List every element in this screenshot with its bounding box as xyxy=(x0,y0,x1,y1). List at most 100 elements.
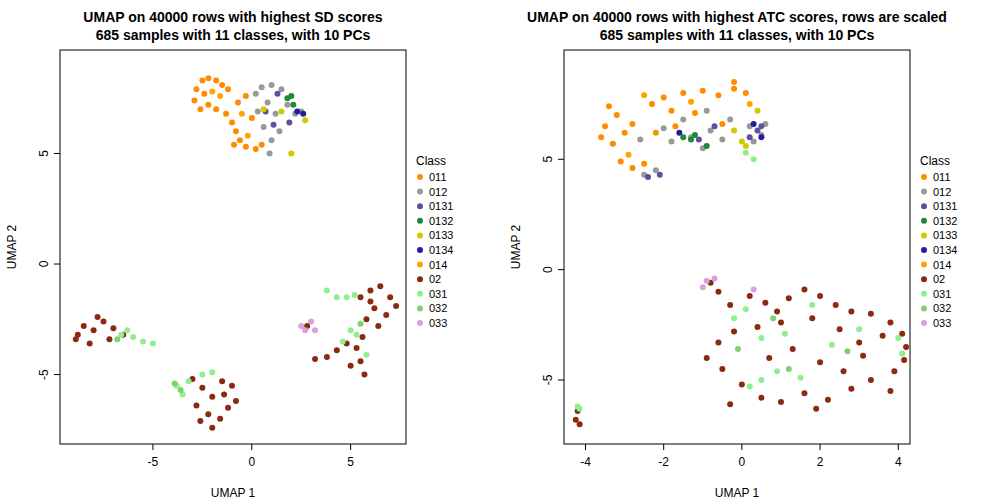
point xyxy=(377,283,383,289)
x-tick xyxy=(898,444,899,450)
point xyxy=(199,385,205,391)
point xyxy=(354,345,360,351)
point xyxy=(856,339,862,345)
legend-swatch xyxy=(417,262,423,268)
point xyxy=(253,146,259,152)
point xyxy=(73,336,79,342)
point xyxy=(81,323,87,329)
point xyxy=(622,130,628,136)
point xyxy=(731,128,737,134)
y-tick-label: 5 xyxy=(541,156,555,163)
point xyxy=(680,117,686,123)
point xyxy=(358,294,364,300)
point xyxy=(629,165,635,171)
y-tick xyxy=(558,379,564,380)
point xyxy=(891,368,897,374)
point xyxy=(700,284,706,290)
point xyxy=(288,93,294,99)
legend-swatch xyxy=(921,218,927,224)
point xyxy=(856,326,862,332)
legend-label: 014 xyxy=(429,259,447,271)
point xyxy=(774,309,780,315)
point xyxy=(577,406,583,412)
legend-swatch xyxy=(921,305,927,311)
point xyxy=(223,111,229,117)
point xyxy=(817,293,823,299)
point xyxy=(199,372,205,378)
point xyxy=(278,108,284,114)
point xyxy=(178,387,184,393)
point xyxy=(253,91,259,97)
point xyxy=(217,416,223,422)
x-tick xyxy=(663,444,664,450)
point xyxy=(758,395,764,401)
legend-swatch xyxy=(417,203,423,209)
point xyxy=(903,344,909,350)
legend-label: 011 xyxy=(429,171,447,183)
legend-swatch xyxy=(921,320,927,326)
point xyxy=(844,348,850,354)
point xyxy=(653,130,659,136)
point xyxy=(778,399,784,405)
point xyxy=(205,411,211,417)
point xyxy=(735,346,741,352)
y-tick xyxy=(54,153,60,154)
legend-title: Class xyxy=(920,154,950,168)
point xyxy=(245,133,251,139)
point xyxy=(334,294,340,300)
point xyxy=(719,121,725,127)
point xyxy=(393,303,399,309)
point xyxy=(294,108,300,114)
point xyxy=(334,347,340,353)
legend-swatch xyxy=(921,232,927,238)
x-tick xyxy=(251,444,252,450)
point xyxy=(629,121,635,127)
legend-label: 033 xyxy=(933,317,951,329)
point xyxy=(100,319,106,325)
point xyxy=(261,106,267,112)
point xyxy=(233,128,239,134)
point xyxy=(868,311,874,317)
point xyxy=(758,123,764,129)
legend-swatch xyxy=(417,291,423,297)
frame xyxy=(564,50,910,444)
point xyxy=(199,78,205,84)
point xyxy=(324,288,330,294)
point xyxy=(692,110,698,116)
x-tick-label: 0 xyxy=(739,455,746,469)
point xyxy=(778,320,784,326)
panel: UMAP on 40000 rows with highest SD score… xyxy=(5,9,453,500)
point xyxy=(312,327,318,333)
points xyxy=(573,79,909,427)
point xyxy=(219,378,225,384)
point xyxy=(290,102,296,108)
legend-label: 032 xyxy=(429,302,447,314)
point xyxy=(758,134,764,140)
point xyxy=(243,93,249,99)
point xyxy=(221,391,227,397)
point xyxy=(712,275,718,281)
point xyxy=(225,86,231,92)
point xyxy=(715,289,721,295)
point xyxy=(801,286,807,292)
point xyxy=(361,372,367,378)
point xyxy=(848,386,854,392)
legend-label: 02 xyxy=(933,273,945,285)
point xyxy=(276,128,282,134)
point xyxy=(755,324,761,330)
y-tick xyxy=(558,269,564,270)
title: UMAP on 40000 rows with highest SD score… xyxy=(83,9,382,25)
point xyxy=(739,381,745,387)
legend-label: 012 xyxy=(933,186,951,198)
point xyxy=(614,112,620,118)
legend-label: 033 xyxy=(429,317,447,329)
point xyxy=(860,353,866,359)
point xyxy=(219,82,225,88)
legend-swatch xyxy=(417,276,423,282)
point xyxy=(661,94,667,100)
point xyxy=(308,319,314,325)
point xyxy=(269,137,275,143)
point xyxy=(87,341,93,347)
legend-label: 012 xyxy=(429,186,447,198)
point xyxy=(743,150,749,156)
